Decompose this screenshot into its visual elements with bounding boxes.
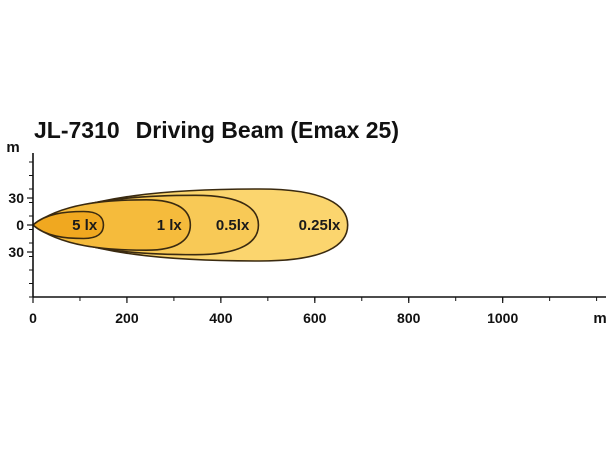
isolux-label: 0.25lx xyxy=(299,217,341,234)
y-tick-label: 30 xyxy=(8,190,24,206)
isolux-contour xyxy=(31,210,105,240)
x-axis-unit: m xyxy=(593,310,606,327)
beam-description: Driving Beam (Emax 25) xyxy=(135,117,399,143)
model-name: JL-7310 xyxy=(34,117,120,143)
isolux-label: 0.5lx xyxy=(216,217,250,234)
diagram-title: JL-7310 Driving Beam (Emax 25) xyxy=(34,117,399,144)
x-tick-label: 800 xyxy=(397,310,421,326)
y-tick-label: 0 xyxy=(16,217,24,233)
x-tick-label: 1000 xyxy=(487,310,518,326)
y-tick-label: 30 xyxy=(8,244,24,260)
x-tick-label: 400 xyxy=(209,310,233,326)
x-tick-label: 600 xyxy=(303,310,327,326)
x-tick-label: 200 xyxy=(115,310,139,326)
y-axis-unit: m xyxy=(6,139,19,156)
x-tick-label: 0 xyxy=(29,310,37,326)
isolux-label: 1 lx xyxy=(157,217,183,234)
isolux-label: 5 lx xyxy=(72,217,98,234)
